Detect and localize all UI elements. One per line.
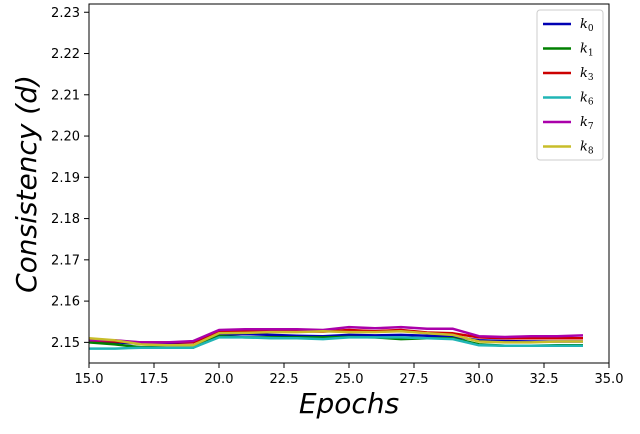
y-axis-title: Consistency (d) <box>10 75 43 293</box>
y-tick-label: 2.21 <box>51 88 80 103</box>
x-axis: 15.0 17.5 20.0 22.5 25.0 27.5 30.0 32.5 35.0 <box>75 363 624 387</box>
y-tick-label: 2.22 <box>51 47 80 62</box>
x-tick-label: 22.5 <box>270 372 299 387</box>
x-tick-label: 17.5 <box>140 372 169 387</box>
legend-label-k3: k3 <box>580 66 594 83</box>
legend-label-k1: k1 <box>580 42 594 59</box>
legend-label-k8: k8 <box>580 140 594 157</box>
y-tick-label: 2.19 <box>51 171 80 186</box>
legend-label-subscript: 7 <box>588 122 594 132</box>
y-axis: 2.15 2.16 2.17 2.18 2.19 2.20 2.21 2.22 2.23 <box>51 6 89 351</box>
x-axis-title: Epochs <box>299 387 399 420</box>
x-tick-label: 15.0 <box>75 372 104 387</box>
legend-label-main: k <box>580 115 588 130</box>
x-tick-label: 20.0 <box>205 372 234 387</box>
legend-label-k6: k6 <box>580 91 594 108</box>
series-line-k7 <box>89 325 584 344</box>
legend-label-main: k <box>580 66 588 81</box>
legend-label-subscript: 3 <box>588 73 594 83</box>
y-tick-label: 2.20 <box>51 130 80 145</box>
x-tick-label: 35.0 <box>595 372 624 387</box>
series-layer <box>88 325 584 350</box>
x-tick-label: 25.0 <box>335 372 364 387</box>
series-line-k8 <box>88 329 583 347</box>
legend-label-main: k <box>580 91 588 106</box>
legend-label-main: k <box>580 42 588 57</box>
y-tick-label: 2.17 <box>51 253 80 268</box>
x-tick-label: 30.0 <box>465 372 494 387</box>
legend-label-subscript: 6 <box>588 98 594 108</box>
y-tick-label: 2.23 <box>51 6 80 21</box>
x-tick-label: 27.5 <box>400 372 429 387</box>
legend-label-subscript: 0 <box>588 24 594 34</box>
series-line-k6 <box>89 336 583 350</box>
legend-label-k0: k0 <box>580 17 594 34</box>
legend-label-subscript: 8 <box>588 147 594 157</box>
legend-label-main: k <box>580 17 588 32</box>
y-tick-label: 2.16 <box>51 295 80 310</box>
legend-label-subscript: 1 <box>588 49 594 59</box>
legend-label-main: k <box>580 140 588 155</box>
y-tick-label: 2.15 <box>51 336 80 351</box>
x-tick-label: 32.5 <box>530 372 559 387</box>
y-tick-label: 2.18 <box>51 212 80 227</box>
legend-label-k7: k7 <box>580 115 594 132</box>
